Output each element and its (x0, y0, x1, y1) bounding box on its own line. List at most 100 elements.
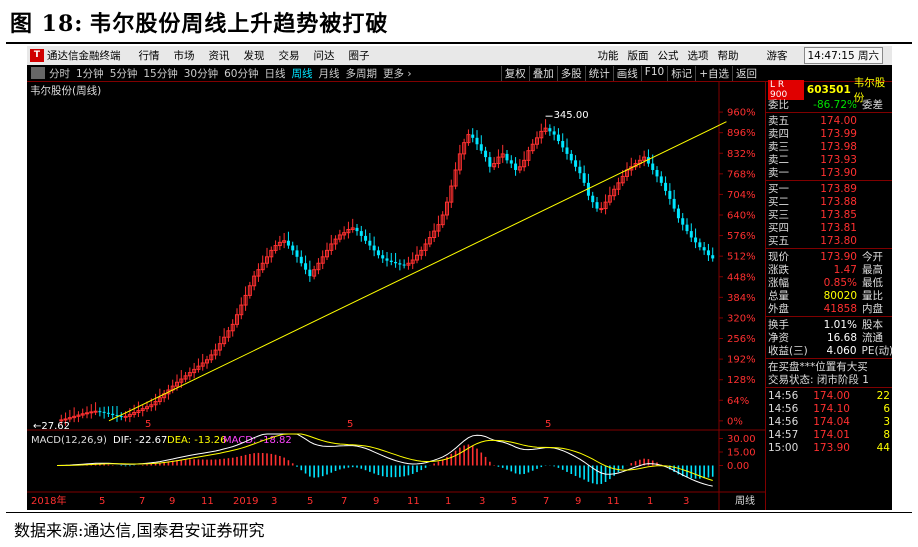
stock-code: 603501 (806, 83, 851, 96)
ask-row[interactable]: 卖五 174.00 (766, 114, 892, 128)
candle-body (432, 230, 437, 239)
macd-dif-line (56, 433, 713, 487)
candle-body (552, 131, 556, 135)
menu-item[interactable]: 发现 (243, 50, 265, 62)
candle-body (316, 262, 321, 271)
year-marker: 5 (145, 419, 151, 430)
tool-button[interactable]: 多股 (556, 65, 585, 81)
candle-body (492, 163, 497, 168)
period-tab[interactable]: 5分钟 (109, 67, 138, 80)
separator (766, 112, 892, 113)
candle-body (127, 413, 132, 417)
menu-item[interactable]: 行情 (138, 50, 160, 62)
stat-label: 外盘 (768, 303, 789, 315)
tick-time: 14:57 (768, 428, 799, 441)
bid-label: 买五 (768, 235, 789, 247)
x-axis-label: 3 (479, 496, 485, 507)
tool-button[interactable]: 返回 (732, 65, 760, 81)
menu-right-item[interactable]: 公式 (657, 50, 679, 62)
period-tab[interactable]: 分时 (49, 67, 70, 80)
period-tab[interactable]: 15分钟 (143, 67, 178, 80)
candle-body (612, 188, 617, 197)
tick-row: 14:56 174.10 6 (766, 402, 892, 415)
period-label: 周线 (735, 494, 755, 507)
candle-body (449, 185, 454, 203)
candle-body (479, 144, 483, 151)
candle-body (530, 143, 535, 152)
separator (766, 358, 892, 359)
period-tab[interactable]: 月线 (318, 67, 340, 80)
menu-item[interactable]: 问达 (313, 50, 335, 62)
bid-row[interactable]: 买五 173.80 (766, 234, 892, 248)
tool-button[interactable]: 复权 (500, 65, 529, 81)
tool-button[interactable]: 叠加 (528, 65, 557, 81)
candle-body (466, 134, 471, 144)
menu-right-item[interactable]: 选项 (687, 50, 709, 62)
tool-button[interactable]: +自选 (695, 65, 732, 81)
stat-extra: 今开 (862, 251, 883, 263)
bid-price: 173.81 (820, 221, 857, 234)
candle-body (359, 231, 363, 236)
period-tab-weekly[interactable]: 周线 (291, 67, 313, 80)
x-axis-label: 2018年 (31, 494, 66, 507)
year-marker: 5 (347, 419, 353, 430)
menu-right-item[interactable]: 版面 (627, 50, 649, 62)
user-label[interactable]: 游客 (766, 50, 788, 62)
ask-price: 173.99 (820, 127, 857, 140)
ask-row[interactable]: 卖二 173.93 (766, 153, 892, 167)
period-tab[interactable]: 1分钟 (76, 67, 104, 80)
tool-button[interactable]: 统计 (584, 65, 613, 81)
macd-dea-label: DEA: -13.26 (167, 435, 226, 446)
tool-button[interactable]: 标记 (667, 65, 695, 81)
candle-body (526, 150, 531, 161)
period-tab[interactable]: 60分钟 (224, 67, 259, 80)
bid-row[interactable]: 买二 173.88 (766, 195, 892, 209)
ask-label: 卖四 (768, 128, 789, 140)
ask-price: 173.93 (820, 153, 857, 166)
candle-body (385, 258, 389, 261)
candle-body (394, 261, 398, 264)
candle-body (702, 247, 706, 251)
candle-body (376, 250, 380, 256)
price-tick-label: 896% (727, 128, 756, 139)
candle-body (672, 198, 676, 209)
bid-row[interactable]: 买一 173.89 (766, 182, 892, 196)
candle-body (462, 142, 467, 155)
candle-body (509, 160, 513, 164)
separator (766, 316, 892, 317)
x-axis-label: 9 (575, 496, 581, 507)
kline-chart[interactable]: 960% 896% 832% 768% 704% 640% 576% 512% 448% 384%… (27, 82, 765, 510)
ask-row[interactable]: 卖一 173.90 (766, 166, 892, 180)
menu-item[interactable]: 资讯 (208, 50, 230, 62)
stat-label: 现价 (768, 251, 789, 263)
tool-button[interactable]: 画线 (612, 65, 641, 81)
menu-item[interactable]: 市场 (173, 50, 195, 62)
period-tab[interactable]: 日线 (264, 67, 286, 80)
x-axis-label: 5 (307, 496, 313, 507)
bid-row[interactable]: 买四 173.81 (766, 221, 892, 235)
bid-label: 买一 (768, 183, 789, 195)
ask-row[interactable]: 卖四 173.99 (766, 127, 892, 141)
period-tab[interactable]: 更多 › (383, 67, 412, 80)
period-tab[interactable]: 多周期 (345, 67, 378, 80)
period-tab[interactable]: 30分钟 (183, 67, 219, 80)
menu-item[interactable]: 圈子 (348, 50, 370, 62)
bid-label: 买二 (768, 196, 789, 208)
candle-body (543, 127, 548, 132)
candle-body (535, 137, 539, 145)
menu-item[interactable]: 交易 (278, 50, 300, 62)
price-tick-label: 576% (727, 231, 756, 242)
menu-right-item[interactable]: 功能 (597, 50, 619, 62)
menu-right-item[interactable]: 帮助 (717, 50, 739, 62)
candle-body (514, 163, 518, 170)
candle-body (522, 159, 527, 168)
tool-button[interactable]: F10 (640, 65, 667, 81)
candle-body (364, 235, 368, 241)
notice-row: 在买盘***位置有大买 (766, 360, 892, 373)
x-axis-label: 11 (201, 496, 214, 507)
ask-row[interactable]: 卖三 173.98 (766, 140, 892, 154)
kline-svg[interactable]: 960% 896% 832% 768% 704% 640% 576% 512% 448% 384%… (27, 82, 765, 510)
bid-row[interactable]: 买三 173.85 (766, 208, 892, 222)
notice-text: 在买盘***位置有大买 (768, 361, 868, 373)
grid-icon[interactable] (31, 67, 45, 79)
